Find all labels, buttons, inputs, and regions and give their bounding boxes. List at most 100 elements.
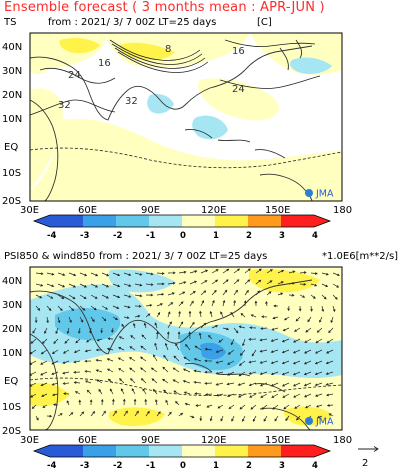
wind-vector-arrow-icon xyxy=(90,305,97,311)
wind-vector-arrow-icon xyxy=(211,269,219,274)
panel1-x-tick: 150E xyxy=(265,205,290,216)
wind-vector-arrow-icon xyxy=(299,283,307,286)
wind-vector-arrow-icon xyxy=(64,338,70,344)
wind-vector-arrow-icon xyxy=(294,404,301,409)
wind-vector-arrow-icon xyxy=(62,371,70,375)
wind-vector-arrow-icon xyxy=(162,366,169,373)
wind-vector-arrow-icon xyxy=(144,398,148,406)
wind-vector-arrow-icon xyxy=(325,360,334,365)
wind-vector-arrow-icon xyxy=(121,323,125,329)
panel2-coast-africa xyxy=(29,333,59,431)
wind-vector-arrow-icon xyxy=(30,393,37,398)
wind-vector-arrow-icon xyxy=(145,303,153,307)
wind-vector-arrow-icon xyxy=(107,378,114,384)
wind-vector-arrow-icon xyxy=(230,338,235,346)
wind-vector-arrow-icon xyxy=(128,357,136,362)
wind-vector-arrow-icon xyxy=(292,382,301,387)
wind-vector-arrow-icon xyxy=(282,393,290,398)
wind-vector-arrow-icon xyxy=(188,331,192,340)
panel2-y-tick: 30N xyxy=(2,300,22,311)
panel1-cb-tick: 0 xyxy=(180,231,186,241)
wind-vector-arrow-icon xyxy=(244,268,251,274)
panel1-contour-label: 16 xyxy=(232,46,245,57)
wind-vector-arrow-icon xyxy=(68,305,75,312)
wind-vector-arrow-icon xyxy=(188,310,192,317)
wind-vector-arrow-icon xyxy=(46,294,54,299)
panel2-var: PSI850 & wind850 xyxy=(4,251,96,262)
wind-vector-arrow-icon xyxy=(189,415,195,419)
panel1-y-axis: 40N 30N 20N 10N EQ 10S 20S xyxy=(2,42,22,207)
wind-vector-arrow-icon xyxy=(293,327,301,332)
wind-vector-arrow-icon xyxy=(90,283,99,288)
wind-vector-arrow-icon xyxy=(204,370,213,374)
wind-vector-arrow-icon xyxy=(145,293,154,297)
panel1-contour-16e xyxy=(224,39,316,48)
panel1-colorbar: -4 -3 -2 -1 0 1 2 3 4 xyxy=(32,214,332,241)
wind-vector-arrow-icon xyxy=(167,411,172,417)
wind-vector-arrow-icon xyxy=(303,371,312,376)
panel1-contour-b xyxy=(111,43,203,65)
wind-vector-arrow-icon xyxy=(79,272,88,277)
wind-vector-arrow-icon xyxy=(106,368,114,373)
wind-vector-arrow-icon xyxy=(310,294,316,299)
wind-vector-arrow-icon xyxy=(178,310,181,318)
wind-vector-arrow-icon xyxy=(156,282,165,286)
panel2-cb-tick: -4 xyxy=(47,461,57,470)
wind-vector-arrow-icon xyxy=(98,388,103,395)
wind-vector-arrow-icon xyxy=(209,310,213,318)
wind-vector-arrow-icon xyxy=(185,343,191,351)
panel1-contour-label: 8 xyxy=(165,44,171,55)
panel2-colorbar-seg xyxy=(149,445,182,457)
wind-vector-arrow-icon xyxy=(292,360,301,365)
wind-vector-arrow-icon xyxy=(68,272,77,277)
wind-vector-arrow-icon xyxy=(73,370,81,374)
wind-vector-arrow-icon xyxy=(299,294,306,298)
wind-vector-arrow-icon xyxy=(261,315,268,319)
wind-vector-arrow-icon xyxy=(270,360,279,365)
wind-vector-arrow-icon xyxy=(325,382,334,386)
wind-vector-arrow-icon xyxy=(252,415,257,422)
wind-vector-arrow-icon xyxy=(250,314,257,318)
wind-vector-arrow-icon xyxy=(73,360,81,364)
wind-vector-arrow-icon xyxy=(261,404,268,410)
wind-vector-arrow-icon xyxy=(183,356,191,362)
wind-vector-arrow-icon xyxy=(233,268,240,274)
panel2-cb-tick: -1 xyxy=(146,461,156,470)
panel1-x-tick: 30E xyxy=(20,205,39,216)
wind-vector-arrow-icon xyxy=(123,316,130,319)
wind-vector-arrow-icon xyxy=(244,289,249,296)
wind-vector-arrow-icon xyxy=(57,294,65,299)
panel1-anom-indian-ocean xyxy=(30,118,342,201)
panel2-neg-arabian xyxy=(55,307,121,341)
wind-vector-arrow-icon xyxy=(259,371,268,375)
wind-vector-arrow-icon xyxy=(332,283,340,288)
wind-vector-arrow-icon xyxy=(293,393,301,398)
wind-vector-arrow-icon xyxy=(112,283,121,288)
wind-vector-arrow-icon xyxy=(310,283,318,287)
panel1-cb-tick: 2 xyxy=(246,231,252,241)
wind-vector-arrow-icon xyxy=(89,327,92,334)
panel1-y-tick: EQ xyxy=(4,142,18,153)
panel2-colorbar-seg xyxy=(248,445,281,457)
wind-vector-arrow-icon xyxy=(228,404,235,410)
wind-vector-arrow-icon xyxy=(133,398,137,406)
wind-vector-arrow-icon xyxy=(89,399,93,406)
wind-vector-arrow-icon xyxy=(118,368,125,373)
panel1-cb-tick: 1 xyxy=(213,231,219,241)
wind-vector-arrow-icon xyxy=(112,398,115,406)
wind-vector-arrow-icon xyxy=(68,412,74,417)
panel2-x-tick: 180 xyxy=(333,435,352,446)
wind-vector-arrow-icon xyxy=(217,404,224,409)
wind-vector-arrow-icon xyxy=(242,415,246,422)
panel1-contour-label: 32 xyxy=(58,100,71,111)
wind-vector-arrow-icon xyxy=(270,338,279,342)
wind-vector-arrow-icon xyxy=(222,279,229,285)
wind-vector-arrow-icon xyxy=(96,379,103,384)
wind-vector-arrow-icon xyxy=(325,371,334,375)
panel1-anom-iran xyxy=(59,37,100,54)
panel1-colorbar-seg xyxy=(83,215,116,227)
wind-vector-arrow-icon xyxy=(182,368,191,373)
panel1-anom-japan xyxy=(290,57,332,74)
panel1-unit: [C] xyxy=(257,17,272,28)
wind-vector-arrow-icon xyxy=(259,338,268,342)
